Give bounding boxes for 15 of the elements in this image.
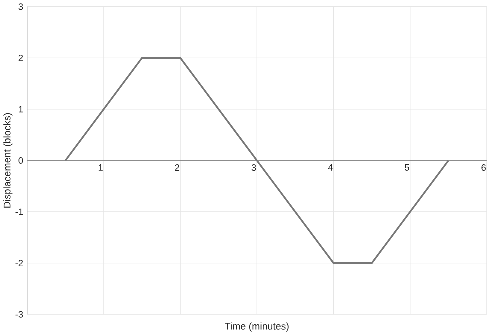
x-tick-label: 1 [98, 164, 103, 171]
x-tick-label: 3 [252, 164, 256, 171]
y-tick-label: -1 [16, 208, 24, 215]
y-tick-label: -3 [16, 311, 24, 318]
y-tick-label: 3 [18, 3, 24, 10]
x-tick-label: 6 [482, 164, 486, 171]
x-tick-label: 2 [175, 164, 180, 171]
y-tick-label: -2 [16, 260, 24, 266]
x-tick-label: 4 [328, 164, 333, 171]
y-tick-label: 0 [18, 157, 24, 164]
y-tick-label: 2 [18, 54, 24, 62]
y-axis-title: Displacement (blocks) [4, 113, 13, 208]
y-tick-label: 1 [19, 106, 24, 112]
x-axis-title: Time (minutes) [225, 322, 289, 332]
x-tick-label: 5 [405, 164, 410, 171]
